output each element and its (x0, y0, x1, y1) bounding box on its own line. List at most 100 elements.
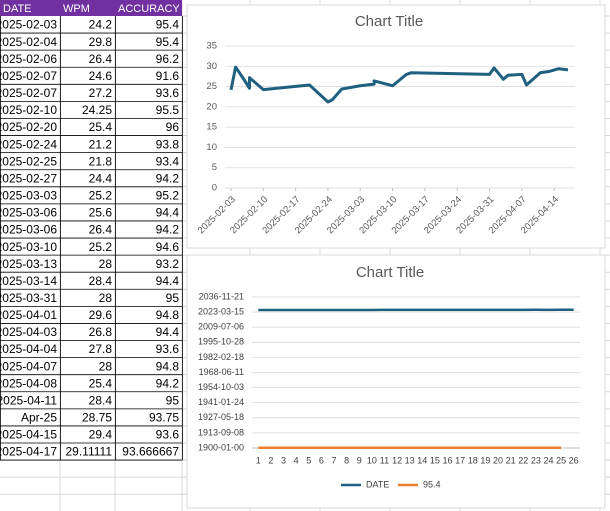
cell: 2025-02-20 (0, 120, 57, 134)
cell: 2025-03-06 (0, 223, 57, 237)
cell: 27.8 (89, 342, 113, 356)
cell: 2025-04-15 (0, 428, 57, 442)
y-tick-label: 1900-01-00 (198, 442, 244, 452)
x-tick-label: 7 (331, 455, 336, 465)
cell: 26.4 (89, 52, 113, 66)
cell: 28 (99, 257, 113, 271)
cell: 2025-02-27 (0, 171, 57, 185)
cell: 93.666667 (122, 445, 179, 459)
cell: 2025-02-03 (0, 18, 57, 32)
cell: 25.6 (89, 206, 113, 220)
cell: 93.6 (156, 428, 180, 442)
cell: 24.25 (82, 103, 112, 117)
cell: 2025-02-24 (0, 137, 57, 151)
cell: 29.6 (89, 308, 113, 322)
x-tick-label: 19 (480, 455, 490, 465)
x-tick-label: 10 (367, 455, 377, 465)
cell: 2025-03-31 (0, 291, 57, 305)
cell: 94.2 (156, 376, 180, 390)
y-tick-label: 2023-03-15 (198, 306, 244, 316)
x-tick-label: 4 (294, 455, 299, 465)
cell: 27.2 (89, 86, 113, 100)
column-header: DATE (3, 3, 32, 15)
cell: 28 (99, 291, 113, 305)
cell: 26.8 (89, 325, 113, 339)
y-tick-label: 1968-06-11 (199, 367, 244, 377)
cell: 21.8 (89, 154, 113, 168)
y-tick-label: 30 (206, 61, 217, 72)
cell: 96.2 (156, 52, 180, 66)
chart-title: Chart Title (356, 264, 424, 281)
y-tick-label: 5 (212, 162, 217, 173)
cell: Apr-25 (21, 411, 57, 425)
cell: 2025-02-06 (0, 52, 57, 66)
cell: 2025-02-25 (0, 154, 57, 168)
cell: 2025-03-03 (0, 189, 57, 203)
y-tick-label: 2009-07-06 (198, 322, 244, 332)
cell: 94.2 (156, 171, 180, 185)
x-tick-label: 26 (569, 455, 579, 465)
cell: 95.2 (156, 189, 180, 203)
cell: 2025-04-01 (0, 308, 57, 322)
x-tick-label: 16 (443, 455, 453, 465)
cell: 2025-04-11 (0, 393, 57, 407)
cell: 2025-04-08 (0, 376, 57, 390)
cell: 94.4 (156, 274, 180, 288)
x-tick-label: 15 (430, 455, 440, 465)
y-tick-label: 25 (206, 81, 217, 92)
y-tick-label: 0 (212, 183, 217, 194)
cell: 2025-04-17 (0, 445, 57, 459)
y-tick-label: 15 (206, 122, 217, 133)
cell: 2025-03-13 (0, 257, 57, 271)
cell: 93.75 (149, 411, 179, 425)
cell: 24.6 (89, 69, 113, 83)
cell: 94.4 (156, 325, 180, 339)
legend-label: DATE (366, 479, 389, 489)
cell: 94.4 (156, 206, 180, 220)
x-tick-label: 24 (543, 455, 553, 465)
cell: 28.4 (89, 393, 113, 407)
cell: 93.8 (156, 137, 180, 151)
cell: 2025-03-06 (0, 206, 57, 220)
cell: 96 (166, 120, 180, 134)
column-header: WPM (63, 3, 90, 15)
cell: 2025-02-07 (0, 69, 57, 83)
cell: 29.8 (89, 35, 113, 49)
x-tick-label: 21 (506, 455, 516, 465)
cell: 94.6 (156, 240, 180, 254)
cell: 2025-03-10 (0, 240, 57, 254)
cell: 93.6 (156, 86, 180, 100)
x-tick-label: 11 (380, 455, 389, 465)
legend-label: 95.4 (423, 479, 441, 489)
cell: 25.2 (89, 189, 113, 203)
y-tick-label: 1941-01-24 (198, 397, 244, 407)
y-tick-label: 2036-11-21 (199, 291, 244, 301)
cell: 28.75 (82, 411, 112, 425)
x-tick-label: 13 (405, 455, 415, 465)
cell: 2025-04-03 (0, 325, 57, 339)
cell: 91.6 (156, 69, 180, 83)
line-series (229, 65, 569, 104)
chart-2-frame (186, 254, 606, 509)
cell: 95.4 (156, 35, 180, 49)
header-row (0, 0, 182, 16)
cell: 25.2 (89, 240, 113, 254)
x-tick-label: 1 (256, 455, 261, 465)
x-tick-label: 23 (531, 455, 541, 465)
cell: 2025-03-14 (0, 274, 57, 288)
cell: 21.2 (89, 137, 113, 151)
cell: 24.4 (89, 171, 113, 185)
cell: 2025-02-04 (0, 35, 57, 49)
chart-1-frame (186, 4, 606, 249)
cell: 28.4 (89, 274, 113, 288)
x-tick-label: 9 (357, 455, 362, 465)
y-tick-label: 1913-09-08 (198, 427, 244, 437)
x-tick-label: 8 (344, 455, 349, 465)
cell: 29.4 (89, 428, 113, 442)
cell: 25.4 (89, 120, 113, 134)
cell: 94.8 (156, 308, 180, 322)
cell: 93.6 (156, 342, 180, 356)
x-tick-label: 14 (417, 455, 427, 465)
